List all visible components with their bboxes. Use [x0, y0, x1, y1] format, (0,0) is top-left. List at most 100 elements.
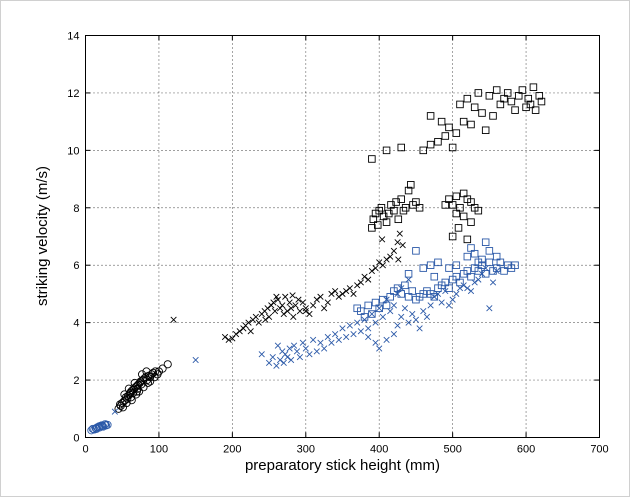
data-point — [289, 292, 296, 299]
data-point — [463, 252, 472, 261]
data-point — [426, 112, 435, 120]
data-point — [434, 137, 442, 146]
data-point — [357, 279, 364, 286]
data-point — [287, 305, 295, 312]
data-point — [221, 333, 229, 341]
data-point — [478, 109, 486, 117]
data-point — [302, 345, 309, 352]
data-point — [317, 339, 324, 346]
data-point — [485, 258, 494, 267]
data-point — [503, 89, 512, 97]
data-point — [346, 322, 353, 329]
data-point — [324, 299, 331, 306]
data-point — [158, 364, 167, 373]
data-point — [306, 310, 313, 318]
data-point — [255, 319, 262, 326]
data-point — [419, 146, 428, 155]
data-point — [372, 319, 379, 326]
data-point — [118, 403, 127, 412]
data-point — [395, 256, 402, 263]
data-point — [293, 348, 301, 355]
data-point — [170, 316, 177, 323]
data-point — [481, 238, 490, 246]
data-point — [321, 345, 328, 352]
data-point — [240, 325, 247, 332]
data-point — [474, 89, 483, 97]
data-point — [470, 103, 479, 112]
data-point — [265, 313, 273, 321]
data-point — [282, 351, 289, 358]
grid-lines — [85, 35, 600, 438]
data-point — [350, 331, 357, 338]
data-point — [459, 212, 468, 221]
y-tick-label: 4 — [73, 318, 79, 330]
data-point — [376, 345, 383, 352]
data-point — [310, 336, 317, 343]
data-point — [163, 360, 172, 369]
x-tick-label: 200 — [223, 444, 241, 456]
data-point — [276, 305, 284, 312]
data-point — [137, 370, 147, 379]
data-point — [290, 342, 298, 349]
data-point — [437, 117, 446, 126]
data-point — [529, 83, 538, 91]
data-point — [280, 310, 287, 318]
data-point — [467, 120, 475, 129]
data-point — [317, 293, 324, 300]
data-point — [463, 235, 472, 244]
data-point — [438, 299, 445, 306]
data-point — [360, 313, 369, 321]
data-point — [335, 336, 342, 343]
data-point — [456, 278, 464, 287]
data-point — [452, 192, 461, 201]
data-point — [415, 204, 424, 212]
data-point — [118, 398, 127, 408]
y-tick-label: 6 — [73, 260, 79, 272]
data-point — [247, 328, 254, 335]
data-point — [236, 328, 243, 335]
data-point — [485, 92, 494, 100]
data-point — [361, 273, 368, 280]
data-point — [313, 348, 320, 355]
data-point — [258, 351, 265, 358]
data-point — [126, 393, 136, 402]
data-point — [464, 285, 471, 292]
data-point — [252, 313, 259, 321]
data-point — [481, 270, 490, 278]
x-axis-label: preparatory stick height (mm) — [245, 457, 440, 474]
data-point — [299, 339, 306, 346]
data-point — [284, 308, 291, 315]
data-point — [313, 296, 320, 303]
data-point — [264, 305, 271, 312]
y-tick-label: 10 — [67, 145, 79, 157]
data-point — [459, 117, 468, 126]
x-tick-label: 100 — [150, 444, 168, 456]
data-point — [383, 256, 390, 263]
data-point — [379, 236, 386, 243]
data-point — [485, 247, 494, 255]
data-point — [310, 302, 317, 309]
data-point — [390, 331, 398, 338]
data-point — [526, 100, 535, 109]
data-point — [412, 247, 420, 255]
data-point — [321, 305, 328, 312]
data-point — [382, 218, 391, 226]
data-point — [368, 155, 376, 163]
plot-area-frame — [85, 35, 600, 438]
y-tick-label: 14 — [67, 31, 79, 43]
data-point — [332, 331, 339, 338]
data-point — [142, 367, 151, 376]
data-point — [382, 301, 391, 310]
data-point — [296, 308, 304, 315]
data-point — [474, 206, 483, 215]
data-point — [387, 253, 394, 260]
data-point — [375, 304, 383, 313]
data-point — [426, 140, 435, 149]
data-point — [419, 264, 428, 272]
data-point — [445, 302, 453, 309]
data-point — [394, 215, 403, 224]
data-point — [354, 319, 361, 326]
data-point — [111, 408, 118, 415]
data-point — [511, 106, 519, 114]
data-point — [390, 247, 398, 254]
